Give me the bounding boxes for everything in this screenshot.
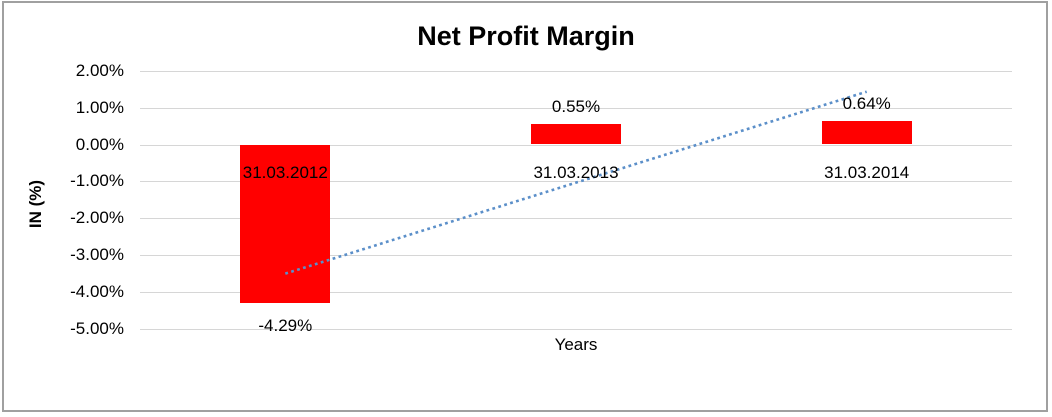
gridline bbox=[140, 70, 1012, 72]
y-axis-tick-label: -2.00% bbox=[70, 208, 124, 228]
y-axis-tick-label: -5.00% bbox=[70, 319, 124, 338]
chart-title: Net Profit Margin bbox=[417, 21, 635, 51]
gridline bbox=[140, 107, 1012, 109]
gridline bbox=[140, 144, 1012, 146]
data-label: -4.29% bbox=[258, 315, 313, 335]
y-axis-tick-label: -4.00% bbox=[70, 282, 124, 302]
data-label: 0.55% bbox=[551, 97, 601, 117]
gridline bbox=[140, 329, 1012, 330]
y-axis-tick-label: -3.00% bbox=[70, 245, 124, 265]
y-axis-title: IN (%) bbox=[26, 179, 45, 229]
y-axis-tick-label: -1.00% bbox=[70, 171, 124, 191]
y-axis-tick-label: 1.00% bbox=[75, 97, 124, 117]
gridline bbox=[140, 292, 1012, 294]
gridline bbox=[140, 255, 1012, 257]
bar-31.03.2014 bbox=[821, 120, 912, 145]
x-axis-title: Years bbox=[554, 335, 598, 354]
bar-31.03.2012 bbox=[240, 144, 331, 303]
bar-31.03.2013 bbox=[531, 124, 621, 145]
y-axis-tick-label: 0.00% bbox=[75, 134, 124, 154]
category-label: 31.03.2013 bbox=[533, 163, 619, 182]
y-axis-tick-label: 2.00% bbox=[75, 60, 124, 80]
category-label: 31.03.2012 bbox=[242, 163, 328, 182]
category-label: 31.03.2014 bbox=[824, 163, 910, 182]
chart-border bbox=[2, 1, 1048, 412]
gridline bbox=[140, 218, 1012, 220]
data-label: 0.64% bbox=[842, 93, 891, 113]
